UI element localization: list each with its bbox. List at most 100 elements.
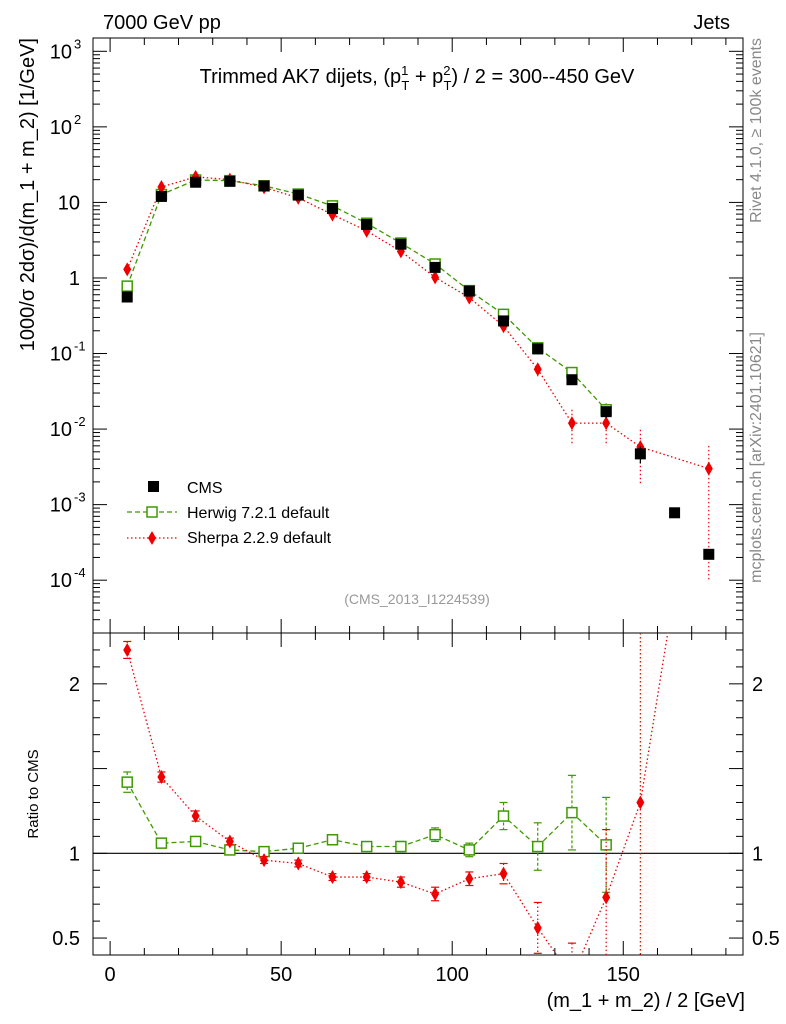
title-sub1: T bbox=[401, 78, 409, 93]
herwig-point-ratio bbox=[429, 828, 441, 841]
y-tick-label-main: 10 bbox=[50, 570, 72, 592]
sherpa-point-ratio bbox=[362, 870, 371, 885]
x-tick-label: 150 bbox=[607, 964, 640, 986]
y-tick-label-main: 10 bbox=[58, 192, 80, 214]
ratio-frame bbox=[92, 632, 744, 956]
mcplots-label: mcplots.cern.ch [arXiv:2401.10621] bbox=[748, 332, 765, 583]
cms-point-main bbox=[600, 406, 612, 418]
cms-point-main bbox=[395, 238, 407, 250]
herwig-point-ratio bbox=[531, 840, 544, 853]
cms-point-main bbox=[326, 203, 338, 215]
title-mid: + p bbox=[409, 66, 443, 88]
cms-point-main bbox=[566, 374, 578, 386]
sherpa-point-ratio bbox=[294, 856, 303, 871]
legend: CMS Herwig 7.2.1 default Sherpa 2.2.9 de… bbox=[127, 480, 332, 547]
herwig-point-ratio bbox=[326, 834, 339, 846]
cms-point-main bbox=[155, 190, 167, 202]
herwig-point-ratio bbox=[155, 837, 168, 849]
y-tick-exponent-main: -4 bbox=[74, 565, 86, 580]
y-tick-label-ratio-right: 1 bbox=[752, 843, 763, 865]
herwig-line-main bbox=[126, 179, 607, 411]
herwig-point-ratio bbox=[360, 840, 373, 853]
cms-point-main bbox=[532, 343, 544, 355]
cms-point-main bbox=[634, 448, 646, 460]
y-tick-label-ratio: 2 bbox=[69, 674, 80, 696]
cms-point-main bbox=[361, 219, 373, 231]
sherpa-line-main bbox=[126, 176, 709, 470]
cms-point-main bbox=[292, 189, 304, 201]
legend-label-herwig: Herwig 7.2.1 default bbox=[187, 505, 330, 522]
x-tick-label: 100 bbox=[436, 964, 469, 986]
legend-entry-herwig: Herwig 7.2.1 default bbox=[127, 505, 330, 522]
sherpa-point-ratio bbox=[123, 642, 132, 657]
herwig-point-ratio bbox=[395, 840, 407, 853]
sherpa-point-main bbox=[602, 416, 611, 431]
chart-title: Trimmed AK7 dijets, (p1 T + p2 T) / 2 = 30… bbox=[200, 63, 635, 93]
sherpa-point-main bbox=[123, 262, 132, 277]
herwig-point-ratio bbox=[566, 806, 578, 819]
y-tick-exponent-main: -2 bbox=[74, 414, 86, 429]
category-label: Jets bbox=[693, 12, 730, 34]
legend-marker-cms bbox=[148, 481, 159, 492]
y-tick-label-main: 10 bbox=[50, 495, 72, 517]
sherpa-point-ratio bbox=[191, 809, 200, 824]
cms-point-main bbox=[121, 291, 133, 303]
cms-point-main bbox=[463, 285, 475, 297]
y-tick-label-main: 10 bbox=[50, 419, 72, 441]
cms-point-main bbox=[190, 176, 202, 188]
title-sup2: 2 bbox=[443, 63, 450, 78]
legend-marker-sherpa bbox=[148, 531, 156, 545]
herwig-point-ratio bbox=[189, 835, 202, 848]
legend-entry-cms: CMS bbox=[148, 480, 223, 497]
x-axis-label: (m_1 + m_2) / 2 [GeV] bbox=[547, 990, 745, 1012]
sherpa-line-ratio bbox=[126, 633, 669, 955]
sherpa-point-ratio bbox=[431, 886, 440, 901]
analysis-id: (CMS_2013_I1224539) bbox=[344, 591, 490, 607]
legend-entry-sherpa: Sherpa 2.2.9 default bbox=[127, 530, 332, 547]
sherpa-point-ratio bbox=[157, 770, 166, 785]
y-tick-label-main: 1 bbox=[69, 268, 80, 290]
herwig-point-main bbox=[121, 280, 133, 292]
herwig-point-ratio bbox=[292, 842, 305, 854]
y-axis-label-ratio: Ratio to CMS bbox=[25, 749, 42, 838]
y-tick-exponent-main: 3 bbox=[74, 36, 81, 51]
sherpa-point-ratio bbox=[225, 834, 234, 849]
cms-point-main bbox=[429, 261, 441, 273]
sherpa-point-ratio bbox=[499, 866, 508, 881]
title-suffix: ) / 2 = 300--450 GeV bbox=[451, 66, 635, 88]
title-sub2: T bbox=[444, 78, 452, 93]
legend-marker-herwig bbox=[146, 506, 158, 518]
sherpa-point-main bbox=[157, 179, 166, 194]
cms-point-main bbox=[498, 315, 510, 327]
sherpa-point-main bbox=[567, 416, 576, 431]
title-sup1: 1 bbox=[401, 63, 408, 78]
legend-label-cms: CMS bbox=[187, 480, 223, 497]
y-tick-exponent-main: 2 bbox=[74, 112, 81, 127]
title-prefix: Trimmed AK7 dijets, (p bbox=[200, 66, 402, 88]
y-tick-exponent-main: -3 bbox=[74, 490, 86, 505]
cms-point-main bbox=[669, 507, 681, 519]
sherpa-point-ratio bbox=[396, 875, 405, 890]
herwig-point-ratio bbox=[497, 810, 510, 822]
herwig-point-ratio bbox=[600, 839, 612, 851]
y-tick-label-ratio: 1 bbox=[69, 843, 80, 865]
sherpa-point-main bbox=[431, 270, 440, 285]
sherpa-point-ratio bbox=[465, 871, 474, 886]
y-axis-label-main: 1000/σ 2dσ)/d(m_1 + m_2) [1/GeV] bbox=[17, 38, 39, 351]
rivet-label: Rivet 4.1.0, ≥ 100k events bbox=[748, 38, 765, 223]
sherpa-point-ratio bbox=[260, 853, 269, 868]
herwig-line-ratio bbox=[126, 781, 607, 853]
y-tick-label-ratio: 0.5 bbox=[52, 928, 80, 950]
data-series bbox=[93, 169, 743, 955]
herwig-point-ratio bbox=[463, 844, 476, 856]
y-tick-label-ratio-right: 2 bbox=[752, 674, 763, 696]
y-tick-label-main: 10 bbox=[50, 344, 72, 366]
cms-point-main bbox=[703, 548, 715, 560]
y-tick-label-ratio-right: 0.5 bbox=[752, 928, 780, 950]
x-tick-label: 0 bbox=[105, 964, 116, 986]
sherpa-point-ratio bbox=[602, 890, 611, 905]
y-tick-label-main: 10 bbox=[50, 41, 72, 63]
x-tick-label: 50 bbox=[270, 964, 292, 986]
y-tick-label-main: 10 bbox=[50, 117, 72, 139]
